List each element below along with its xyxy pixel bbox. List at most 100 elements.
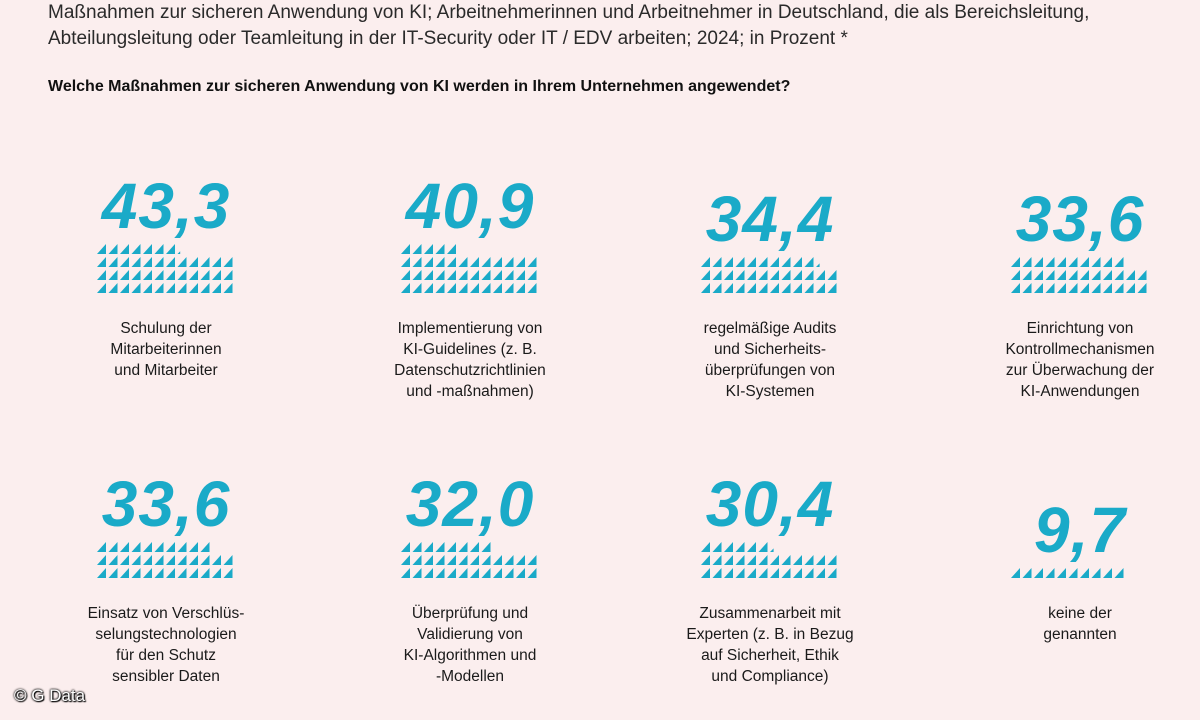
person-icon (154, 270, 164, 280)
person-icon (131, 555, 141, 565)
person-icon (1068, 270, 1078, 280)
person-icon (435, 555, 445, 565)
person-icon (504, 270, 514, 280)
person-icon (758, 257, 768, 267)
person-icon (200, 568, 210, 578)
person-icon (223, 257, 233, 267)
person-icon (1091, 283, 1101, 293)
person-icon (770, 568, 779, 578)
person-icon (712, 283, 722, 293)
person-icon (735, 568, 745, 578)
person-icon (747, 283, 756, 293)
person-icon (735, 542, 745, 552)
person-icon (435, 244, 445, 254)
person-icon (120, 244, 129, 254)
measure-label-line: sensibler Daten (112, 668, 220, 685)
person-icon (735, 283, 745, 293)
icon-grid-svg (701, 542, 837, 578)
person-icon (447, 555, 456, 565)
measure-label-line: Schulung der (120, 320, 212, 337)
measure-value: 40,9 (405, 170, 535, 242)
person-icon (412, 555, 422, 565)
person-icon (97, 568, 106, 578)
person-icon (1057, 283, 1066, 293)
person-icon (827, 568, 837, 578)
person-icon (470, 568, 479, 578)
person-icon (189, 555, 198, 565)
person-icon (120, 568, 129, 578)
person-icon (120, 542, 129, 552)
person-icon (412, 244, 422, 254)
icon-grid-svg (401, 244, 537, 293)
person-icon (1045, 568, 1055, 578)
person-icon (701, 542, 710, 552)
person-icon (212, 270, 221, 280)
person-icon (470, 257, 479, 267)
person-icon (401, 244, 410, 254)
person-icon (447, 283, 456, 293)
person-icon (212, 283, 221, 293)
person-icon (1034, 568, 1043, 578)
person-icon (447, 270, 456, 280)
person-icon (781, 568, 791, 578)
person-icon (827, 555, 837, 565)
person-icon (1057, 270, 1066, 280)
person-icon (712, 555, 722, 565)
person-icon (527, 257, 537, 267)
person-icon (401, 542, 410, 552)
person-icon (481, 568, 491, 578)
person-icon (481, 283, 491, 293)
person-icon (412, 283, 422, 293)
person-icon (223, 568, 233, 578)
person-icon (200, 283, 210, 293)
person-icon (527, 283, 537, 293)
person-icon (1034, 283, 1043, 293)
person-icon (97, 270, 106, 280)
person-icon (516, 555, 525, 565)
person-icon (1057, 568, 1066, 578)
person-icon (781, 257, 791, 267)
person-icon (401, 555, 410, 565)
person-icon (131, 257, 141, 267)
person-icon (724, 555, 733, 565)
person-icon (1045, 257, 1055, 267)
person-icon (504, 283, 514, 293)
measure-label: Schulung der Mitarbeiterinnen und Mitarbei… (46, 318, 286, 381)
person-icon (131, 244, 141, 254)
person-icon (108, 283, 118, 293)
person-icon (793, 568, 802, 578)
person-icon (804, 257, 814, 267)
person-icon (781, 555, 791, 565)
person-icon (816, 568, 825, 578)
person-icon (412, 542, 422, 552)
person-icon (804, 568, 814, 578)
person-icon (1011, 270, 1020, 280)
person-icon (701, 257, 710, 267)
person-icon (816, 283, 825, 293)
person-icon (223, 555, 233, 565)
person-icon (120, 283, 129, 293)
measure-label-line: keine der (1048, 605, 1112, 622)
person-icon (481, 270, 491, 280)
measure-label: regelmäßige Audits und Sicherheits-überpr… (650, 318, 890, 402)
person-icon (1057, 257, 1066, 267)
measure-label-line: Kontrollmechanismen (1005, 341, 1155, 358)
person-icon (1126, 283, 1135, 293)
person-icon (516, 568, 525, 578)
measure-label: Einsatz von Verschlüs-selungstechnologie… (46, 603, 286, 687)
person-icon (1103, 283, 1112, 293)
person-icon (177, 568, 187, 578)
person-icon (747, 257, 756, 267)
person-icon (447, 568, 456, 578)
person-icon (701, 270, 710, 280)
measure-label-line: auf Sicherheit, Ethik (701, 647, 839, 664)
person-icon (131, 283, 141, 293)
person-icon (1022, 283, 1032, 293)
person-icon (1022, 270, 1032, 280)
person-icon (770, 270, 779, 280)
person-icon (816, 555, 825, 565)
person-icon (747, 270, 756, 280)
person-icon (724, 542, 733, 552)
measure-value: 33,6 (1015, 183, 1145, 255)
person-icon (458, 270, 468, 280)
